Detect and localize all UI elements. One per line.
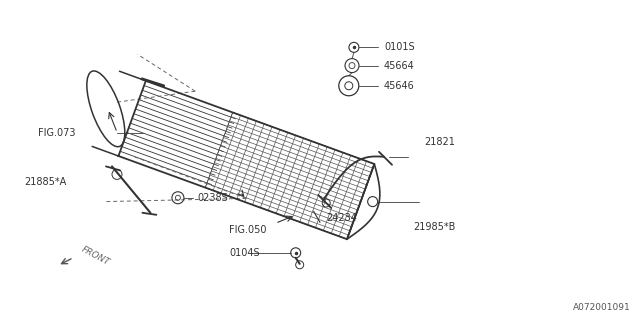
Text: 0101S: 0101S	[384, 42, 415, 52]
Text: 24234: 24234	[326, 212, 357, 223]
Text: 21821: 21821	[424, 137, 455, 148]
Text: 0238S: 0238S	[197, 193, 228, 203]
Text: 45664: 45664	[384, 60, 415, 71]
Text: 45646: 45646	[384, 81, 415, 91]
Text: 21985*B: 21985*B	[413, 222, 455, 232]
Text: 21885*A: 21885*A	[24, 177, 67, 188]
Text: FIG.050: FIG.050	[229, 225, 267, 236]
Text: FIG.073: FIG.073	[38, 128, 76, 138]
Text: 0104S: 0104S	[229, 248, 260, 258]
Text: FRONT: FRONT	[80, 245, 111, 267]
Text: A072001091: A072001091	[573, 303, 630, 312]
